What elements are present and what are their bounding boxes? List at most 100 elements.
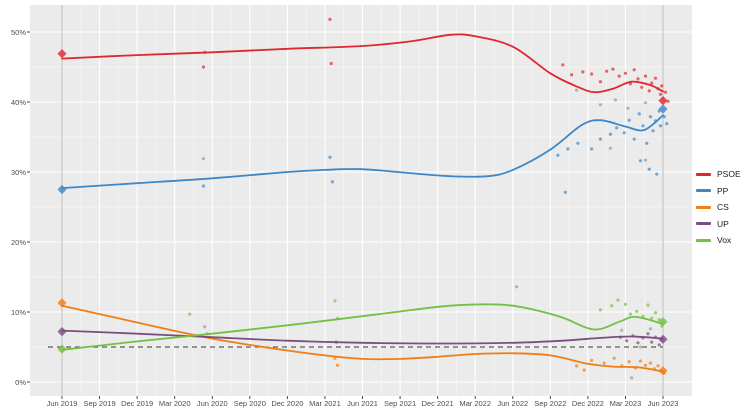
poll-point-UP (657, 343, 661, 347)
poll-point-PP (647, 167, 651, 171)
x-tick-label: Sep 2022 (534, 399, 567, 408)
poll-point-UP (650, 340, 654, 344)
poll-point-other (598, 103, 603, 107)
y-tick-label: 10% (10, 307, 26, 317)
legend-swatch-icon (696, 189, 711, 193)
election-diamond-PSOE (57, 49, 67, 59)
x-tick-label: Sep 2021 (384, 399, 417, 408)
poll-point-other (203, 325, 207, 329)
poll-point-PP (651, 129, 655, 133)
poll-point-Vox (598, 308, 603, 312)
trend-line-Vox (61, 303, 664, 351)
poll-point-PP (637, 112, 641, 116)
poll-point-other (626, 106, 630, 110)
y-tick-label: 30% (10, 167, 26, 177)
poll-point-other (201, 157, 206, 161)
election-diamond-Vox (658, 317, 668, 327)
x-tick-label: Jun 2021 (347, 399, 378, 408)
poll-point-PSOE (201, 65, 206, 69)
poll-point-CS (602, 361, 606, 365)
poll-point-Vox (641, 314, 645, 318)
poll-point-PP (328, 155, 332, 159)
election-diamond-UP (57, 327, 67, 337)
poll-point-PP (590, 147, 594, 151)
x-tick-label: Dec 2021 (421, 399, 454, 408)
poll-point-PP (622, 131, 626, 135)
legend-item-psoe: PSOE (696, 166, 741, 183)
x-tick-label: Sep 2019 (83, 399, 116, 408)
plot-panel (30, 5, 692, 396)
x-tick-label: Jun 2020 (196, 399, 228, 408)
legend-item-vox: Vox (696, 232, 741, 249)
poll-point-other (648, 327, 653, 331)
poll-point-PP (648, 115, 653, 119)
election-diamond-UP (658, 334, 668, 344)
poll-point-PP (330, 180, 335, 184)
x-tick-label: Mar 2022 (459, 399, 492, 408)
poll-point-other (575, 88, 579, 92)
legend-swatch-icon (696, 205, 711, 209)
poll-point-PSOE (598, 80, 603, 84)
poll-point-PP (566, 147, 570, 151)
poll-point-PP (645, 141, 649, 145)
poll-point-PP (655, 172, 659, 176)
poll-point-Vox (616, 298, 620, 302)
x-tick-label: Dec 2019 (121, 399, 154, 408)
poll-point-other (608, 146, 613, 150)
x-tick-label: Dec 2020 (271, 399, 304, 408)
poll-point-PSOE (561, 63, 565, 67)
poll-point-other (643, 101, 648, 105)
x-tick-label: Mar 2021 (309, 399, 341, 408)
poll-point-PP (665, 122, 669, 126)
trend-line-PP (61, 114, 664, 189)
poll-point-PP (576, 141, 580, 145)
poll-point-Vox (653, 311, 658, 315)
poll-point-PSOE (605, 69, 609, 73)
poll-point-PSOE (643, 74, 648, 78)
poll-point-CS (643, 363, 648, 367)
x-tick-label: Dec 2022 (571, 399, 604, 408)
poll-point-PP (658, 124, 663, 128)
poll-point-PSOE (611, 67, 615, 71)
x-tick-label: Jun 2023 (647, 399, 679, 408)
election-diamond-PP (57, 184, 67, 195)
poll-point-PSOE (628, 82, 633, 86)
poll-point-CS (612, 356, 616, 360)
poll-point-PP (556, 153, 560, 157)
election-diamond-Vox (57, 344, 67, 354)
y-tick-label: 40% (10, 97, 26, 107)
poll-point-other (514, 285, 519, 289)
legend-swatch-icon (696, 222, 711, 226)
poll-point-UP (646, 332, 650, 336)
y-tick-label: 50% (10, 27, 26, 37)
legend-item-pp: PP (696, 183, 741, 200)
poll-point-PSOE (581, 70, 585, 74)
election-diamond-PP (658, 104, 668, 114)
x-tick-label: Mar 2023 (609, 399, 642, 408)
poll-point-PSOE (658, 92, 663, 96)
legend-label: PP (717, 185, 729, 196)
legend-swatch-icon (696, 238, 711, 242)
poll-point-Vox (635, 309, 639, 313)
poll-point-Vox (650, 316, 654, 320)
poll-point-Vox (610, 304, 614, 308)
legend-item-cs: CS (696, 199, 741, 216)
poll-point-CS (582, 368, 586, 372)
legend-swatch-icon (696, 172, 711, 176)
poll-point-other (630, 376, 634, 380)
poll-point-PP (627, 118, 631, 122)
poll-point-other (613, 98, 618, 102)
poll-point-UP (625, 339, 629, 343)
poll-point-CS (648, 361, 653, 365)
legend: PSOE PP CS UP Vox (696, 166, 741, 249)
poll-point-PSOE (632, 68, 636, 72)
x-tick-label: Jun 2022 (497, 399, 529, 408)
poll-point-PSOE (653, 76, 658, 80)
poll-point-CS (656, 364, 660, 368)
election-diamond-CS (658, 366, 668, 376)
legend-label: UP (717, 218, 729, 229)
poll-point-PSOE (650, 81, 654, 85)
trend-line-PSOE (61, 33, 664, 94)
poll-point-Vox (628, 312, 633, 316)
